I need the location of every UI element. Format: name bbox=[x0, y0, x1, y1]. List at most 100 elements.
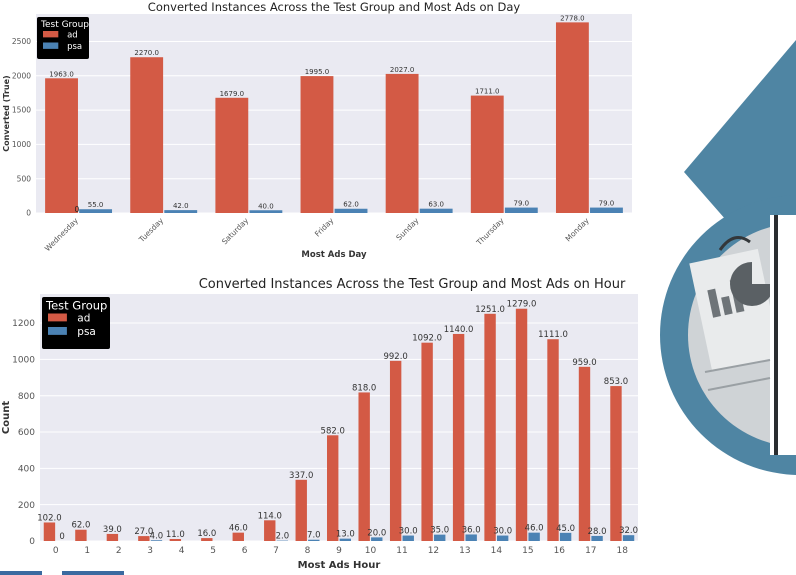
y-tick-label: 1000 bbox=[12, 356, 35, 366]
y-tick-label: 0 bbox=[29, 537, 35, 547]
x-tick-label: 0 bbox=[53, 546, 59, 556]
bar-psa bbox=[249, 210, 283, 213]
bar-psa bbox=[334, 208, 368, 213]
chart-2: 020040060080010001200102.00062.0139.0227… bbox=[1, 277, 638, 571]
x-tick-label: 16 bbox=[554, 546, 566, 556]
data-label-psa: 32.0 bbox=[619, 526, 638, 536]
bar-psa bbox=[465, 534, 477, 541]
data-label-ad: 992.0 bbox=[383, 352, 407, 362]
data-label-psa: 13.0 bbox=[336, 530, 355, 540]
bar-ad bbox=[300, 76, 334, 214]
bar-ad bbox=[547, 339, 559, 541]
legend-title: Test Group bbox=[45, 299, 107, 313]
x-tick-label: 18 bbox=[617, 546, 629, 556]
bar-ad bbox=[130, 57, 164, 213]
chart-title: Converted Instances Across the Test Grou… bbox=[199, 277, 626, 292]
plot-area bbox=[36, 14, 632, 213]
data-label-ad: 62.0 bbox=[71, 521, 90, 531]
x-tick-label: Monday bbox=[564, 216, 592, 244]
data-label-zero: 0 bbox=[74, 205, 79, 214]
bar-ad bbox=[43, 522, 56, 541]
data-label-psa: 2.0 bbox=[276, 532, 290, 542]
data-label-psa: 35.0 bbox=[430, 526, 449, 536]
bar-ad bbox=[555, 22, 589, 214]
bar-ad bbox=[45, 78, 78, 214]
data-label-ad: 1140.0 bbox=[444, 325, 474, 335]
bar-psa bbox=[339, 538, 351, 541]
data-label-ad: 1963.0 bbox=[49, 70, 74, 78]
bar-ad bbox=[421, 342, 433, 541]
bar-ad bbox=[515, 308, 528, 541]
bar-psa bbox=[79, 209, 113, 213]
legend-label-psa: psa bbox=[67, 42, 82, 52]
legend-swatch-ad bbox=[43, 31, 59, 38]
data-label-psa: 79.0 bbox=[514, 200, 530, 208]
x-tick-label: 17 bbox=[585, 546, 596, 556]
x-tick-label: 4 bbox=[179, 546, 185, 556]
x-tick-label: Tuesday bbox=[136, 216, 165, 245]
bar-psa bbox=[308, 539, 320, 541]
data-label-ad: 2778.0 bbox=[560, 14, 585, 22]
y-tick-label: 200 bbox=[18, 501, 35, 511]
chart-1: 0 500 1000 1500 2000 2500 1963.0 55.0 Wednesday 2… bbox=[2, 0, 632, 260]
x-axis-label: Most Ads Day bbox=[301, 250, 367, 260]
data-label-psa: 79.0 bbox=[599, 200, 615, 208]
legend-label-ad: ad bbox=[77, 312, 90, 324]
x-tick-label: 15 bbox=[522, 546, 533, 556]
bar-psa bbox=[164, 210, 198, 213]
data-label-psa: 0 bbox=[59, 532, 64, 542]
bar-ad bbox=[138, 536, 150, 541]
data-label-ad: 114.0 bbox=[258, 511, 282, 521]
bar-ad bbox=[169, 539, 182, 541]
legend-swatch-psa bbox=[43, 42, 59, 49]
bar-ad bbox=[295, 479, 307, 541]
x-tick-label: Thursday bbox=[474, 216, 506, 248]
legend-label-psa: psa bbox=[77, 326, 96, 338]
data-label-psa: 30.0 bbox=[399, 527, 418, 537]
y-tick-label: 2500 bbox=[12, 37, 31, 46]
data-label-ad: 2027.0 bbox=[390, 66, 415, 74]
data-label-ad: 11.0 bbox=[166, 530, 185, 540]
x-tick-label: 5 bbox=[210, 546, 216, 556]
bar-ad bbox=[106, 533, 119, 541]
bar-ad bbox=[232, 532, 244, 541]
data-label-psa: 46.0 bbox=[525, 524, 544, 534]
bar-psa bbox=[419, 208, 453, 213]
bar-ad bbox=[264, 520, 276, 541]
x-axis-label: Most Ads Hour bbox=[298, 560, 381, 571]
data-label-psa: 36.0 bbox=[462, 525, 481, 535]
data-label-ad: 2270.0 bbox=[134, 49, 159, 57]
plot-area bbox=[40, 294, 638, 541]
x-tick-label: Sunday bbox=[394, 216, 421, 243]
data-label-ad: 1111.0 bbox=[538, 330, 568, 340]
x-tick-label: 7 bbox=[273, 546, 279, 556]
x-tick-label: 11 bbox=[396, 546, 407, 556]
bar-psa bbox=[371, 537, 383, 541]
data-label-ad: 27.0 bbox=[134, 527, 153, 537]
y-tick-label: 2000 bbox=[12, 71, 31, 80]
x-tick-label: 2 bbox=[116, 546, 122, 556]
x-tick-label: 14 bbox=[491, 546, 503, 556]
x-tick-label: 3 bbox=[147, 546, 153, 556]
data-label-psa: 55.0 bbox=[88, 201, 104, 209]
bar-ad bbox=[578, 366, 591, 541]
bar-ad bbox=[389, 360, 402, 541]
data-label-psa: 63.0 bbox=[428, 201, 444, 209]
x-tick-label: 6 bbox=[242, 546, 248, 556]
bar-psa bbox=[402, 535, 414, 541]
y-tick-label: 1200 bbox=[12, 319, 35, 329]
bar-ad bbox=[327, 435, 339, 541]
data-label-psa: 4.0 bbox=[150, 531, 164, 541]
bar-ad bbox=[484, 313, 496, 541]
bar-ad bbox=[470, 95, 504, 213]
bar-psa bbox=[590, 207, 623, 213]
bar-psa bbox=[528, 532, 540, 541]
bar-ad bbox=[452, 333, 465, 541]
x-tick-label: Saturday bbox=[220, 216, 251, 247]
bar-ad bbox=[75, 529, 87, 541]
data-label-ad: 1092.0 bbox=[412, 334, 442, 344]
legend-title: Test Group bbox=[40, 20, 89, 30]
bar-ad bbox=[610, 386, 622, 541]
bar-psa bbox=[591, 535, 603, 541]
